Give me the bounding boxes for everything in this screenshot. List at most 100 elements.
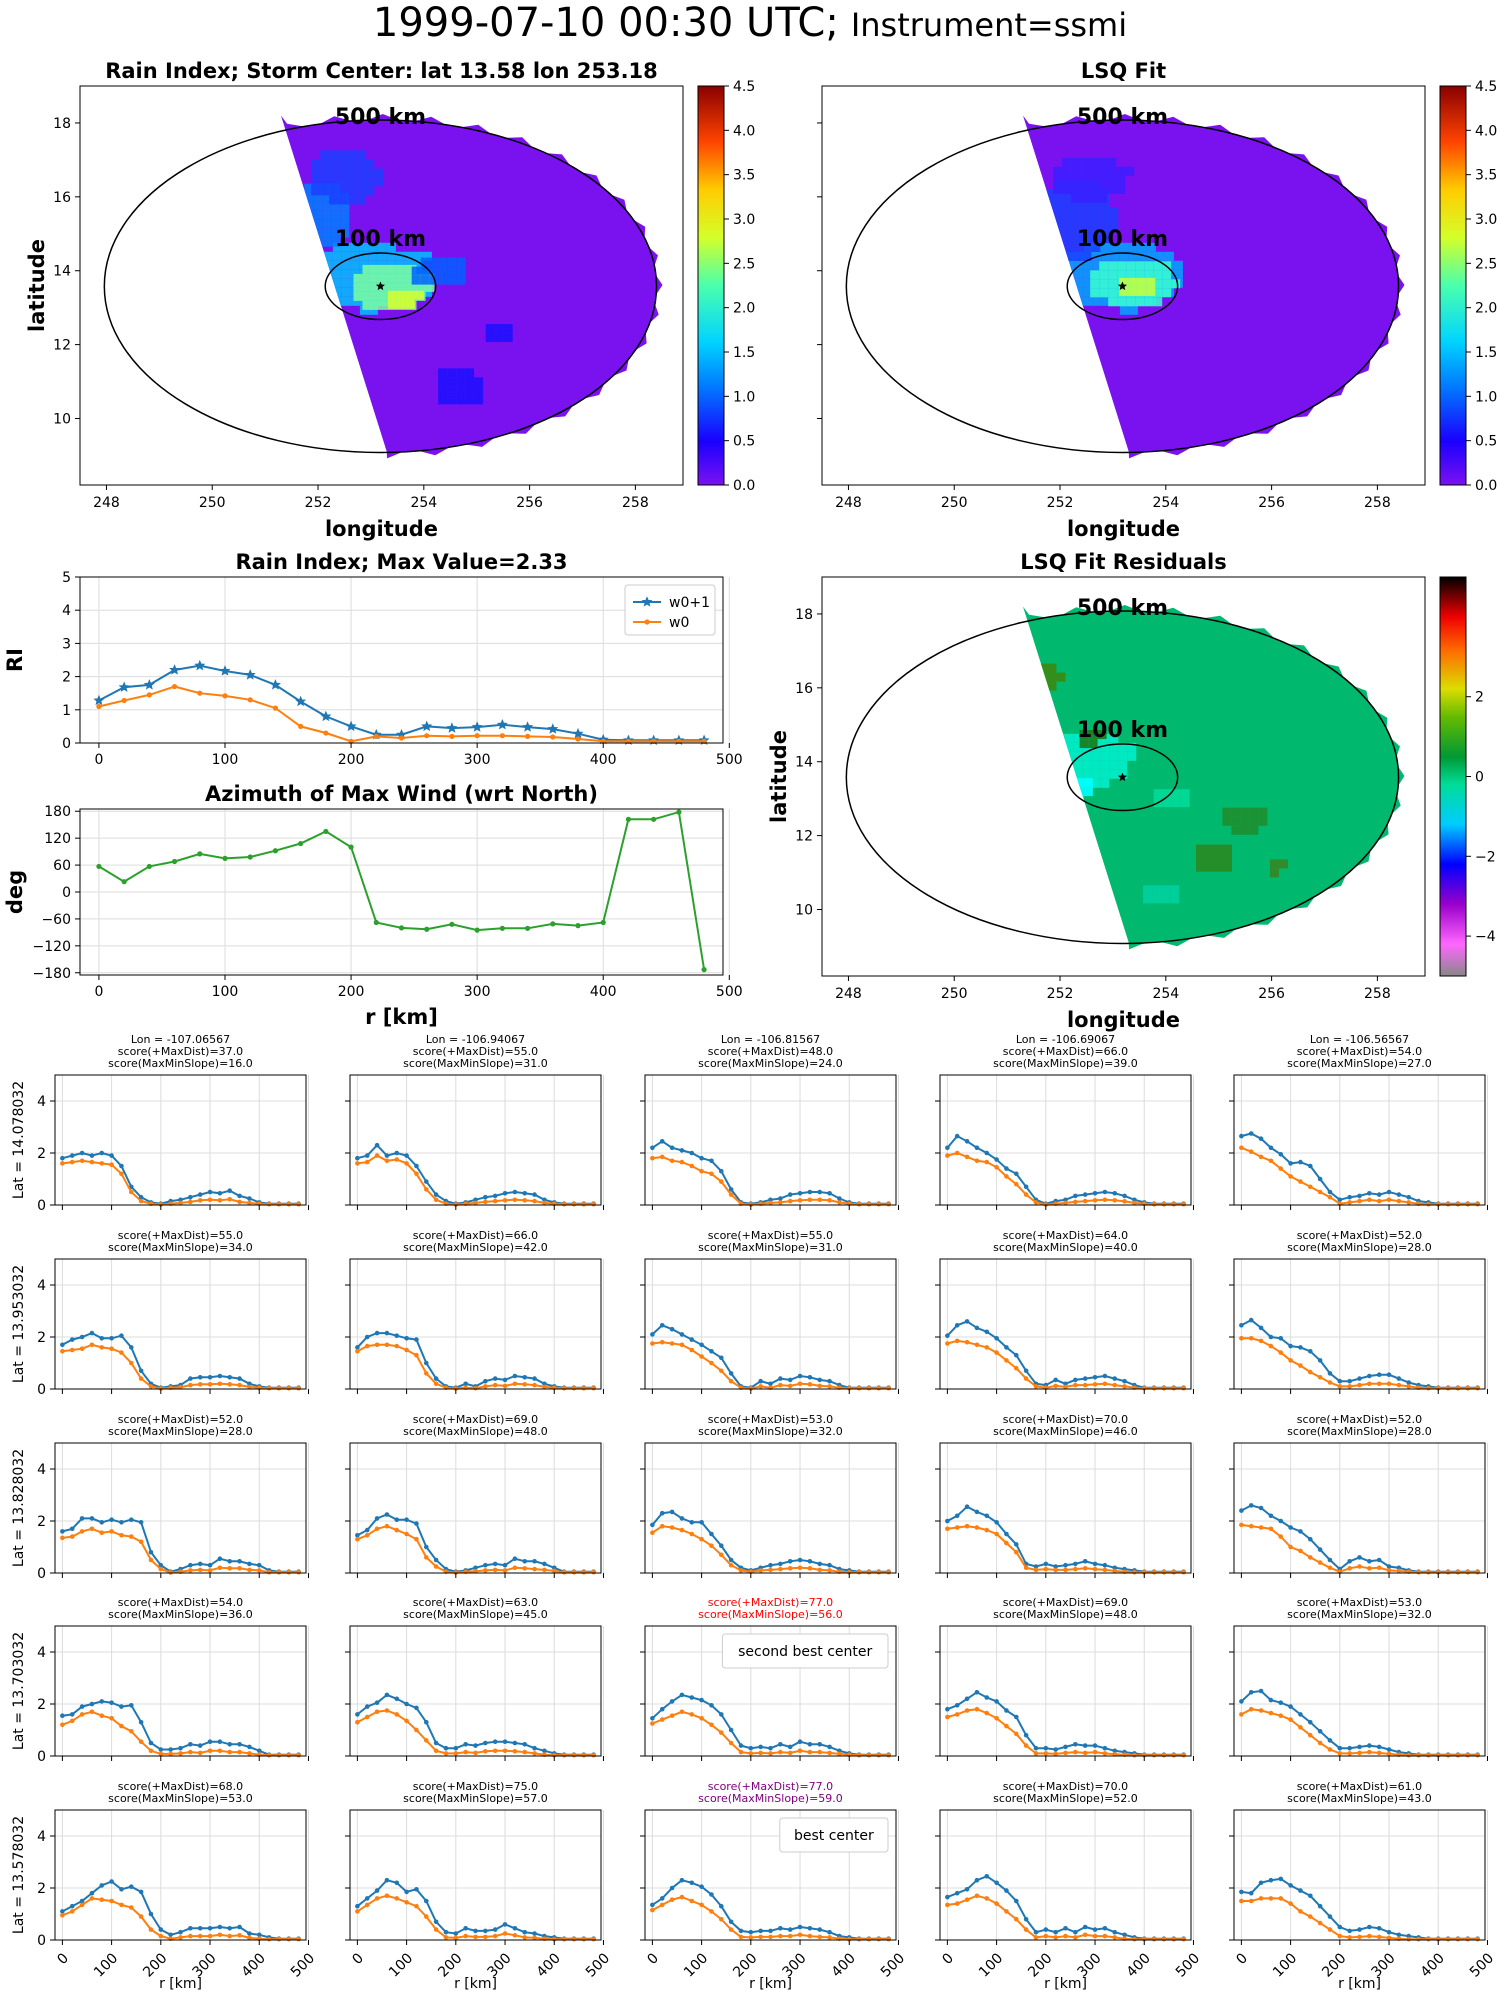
profile-point xyxy=(502,1198,508,1203)
profile-point xyxy=(866,1936,872,1942)
profile-point xyxy=(414,1887,419,1892)
data-point xyxy=(197,851,203,857)
profile-point xyxy=(453,1931,459,1936)
profile-point xyxy=(1082,1743,1088,1748)
profile-point xyxy=(1367,1559,1372,1564)
profile-point xyxy=(492,1561,498,1567)
profile-point xyxy=(1248,1149,1254,1154)
profile-point xyxy=(807,1566,813,1571)
colorbar-tick-label: 1.0 xyxy=(733,389,755,405)
profile-point xyxy=(178,1384,183,1390)
profile-point xyxy=(758,1928,763,1934)
profile-point xyxy=(1307,1719,1313,1725)
profile-point xyxy=(364,1902,370,1908)
y-tick-label: 180 xyxy=(44,804,71,820)
profile-point xyxy=(1053,1929,1058,1935)
grid-panel-r1-c3: score(MaxMinSlope)=24.0score(+MaxDist)=4… xyxy=(640,1033,899,1210)
profile-point xyxy=(384,1708,390,1713)
data-point xyxy=(398,925,405,931)
profile-point xyxy=(954,1712,960,1717)
profile-point xyxy=(994,1157,999,1162)
profile-point xyxy=(1367,1933,1372,1939)
profile-point xyxy=(1445,1752,1451,1758)
panel-frame xyxy=(1233,1809,1486,1941)
profile-point xyxy=(1073,1742,1078,1747)
profile-point xyxy=(532,1566,537,1572)
profile-point xyxy=(1455,1569,1461,1575)
panel-column-label: Lon = -107.06567 xyxy=(131,1033,230,1046)
colorbar-tick-label: 1.0 xyxy=(1475,389,1497,405)
profile-point xyxy=(1288,1883,1293,1888)
profile-point xyxy=(561,1201,567,1207)
profile-point xyxy=(1357,1927,1362,1932)
profile-point xyxy=(542,1567,547,1573)
profile-point xyxy=(1347,1751,1352,1756)
profile-point xyxy=(227,1375,233,1380)
profile-point xyxy=(1376,1557,1382,1563)
profile-point xyxy=(1073,1193,1078,1199)
profile-point xyxy=(404,1900,409,1905)
profile-point xyxy=(1298,1888,1303,1893)
profile-point xyxy=(414,1521,419,1526)
profile-point xyxy=(994,1336,999,1341)
profile-point xyxy=(1004,1531,1009,1537)
profile-point xyxy=(276,1201,282,1207)
profile-point xyxy=(69,1903,75,1909)
profile-point xyxy=(188,1562,193,1568)
profile-point xyxy=(128,1534,134,1539)
profile-point xyxy=(886,1201,891,1207)
profile-point xyxy=(522,1929,528,1935)
profile-point xyxy=(355,1536,360,1542)
profile-point xyxy=(99,1150,105,1156)
grid-panel-r4-c3: score(MaxMinSlope)=56.0score(+MaxDist)=7… xyxy=(640,1596,899,1761)
profile-point xyxy=(1288,1358,1293,1363)
profile-point xyxy=(1043,1202,1049,1207)
profile-point xyxy=(414,1163,419,1169)
profile-point xyxy=(188,1376,193,1381)
panel-score-slope: score(MaxMinSlope)=40.0 xyxy=(993,1241,1138,1254)
profile-point xyxy=(207,1197,213,1203)
profile-point xyxy=(148,1911,154,1917)
panel-score-maxdist: score(+MaxDist)=55.0 xyxy=(118,1229,243,1242)
profile-point xyxy=(768,1928,773,1934)
profile-point xyxy=(1278,1876,1284,1882)
profile-point xyxy=(532,1198,537,1204)
y-tick-label: 2 xyxy=(37,1697,46,1713)
profile-point xyxy=(994,1531,999,1537)
profile-point xyxy=(1063,1200,1068,1206)
profile-point xyxy=(1357,1750,1362,1756)
profile-point xyxy=(827,1750,832,1756)
data-point xyxy=(222,855,228,861)
profile-point xyxy=(492,1376,498,1381)
profile-point xyxy=(443,1935,449,1940)
profile-point xyxy=(188,1194,193,1200)
panel-frame xyxy=(349,1625,602,1757)
ring-label-100km: 100 km xyxy=(335,227,426,252)
panel-score-maxdist: score(+MaxDist)=75.0 xyxy=(413,1780,538,1793)
profile-point xyxy=(1367,1373,1372,1379)
profile-point xyxy=(1239,1898,1244,1904)
profile-point xyxy=(679,1342,685,1348)
profile-point xyxy=(768,1567,773,1573)
profile-point xyxy=(1239,1145,1244,1151)
profile-point xyxy=(237,1559,242,1564)
profile-point xyxy=(227,1566,233,1571)
profile-point xyxy=(60,1909,65,1914)
profile-point xyxy=(109,1700,114,1705)
profile-point xyxy=(483,1749,488,1754)
panel-xlabel: r [km] xyxy=(749,1976,792,1992)
profile-point xyxy=(188,1926,193,1931)
ring-500km xyxy=(845,119,1400,454)
profile-point xyxy=(689,1898,695,1904)
panel-legend-text: best center xyxy=(794,1828,874,1844)
colorbar xyxy=(1439,576,1467,977)
profile-point xyxy=(119,1333,124,1338)
map-swath: 500 km 100 km xyxy=(845,596,1405,950)
panel-score-slope: score(MaxMinSlope)=52.0 xyxy=(993,1792,1138,1805)
grid-panel-r1-c4: score(MaxMinSlope)=39.0score(+MaxDist)=6… xyxy=(935,1033,1194,1210)
profile-point xyxy=(1288,1704,1293,1709)
profile-point xyxy=(138,1376,144,1381)
profile-point xyxy=(945,1333,950,1338)
x-tick-label: 258 xyxy=(622,495,649,511)
profile-point xyxy=(423,1738,429,1743)
